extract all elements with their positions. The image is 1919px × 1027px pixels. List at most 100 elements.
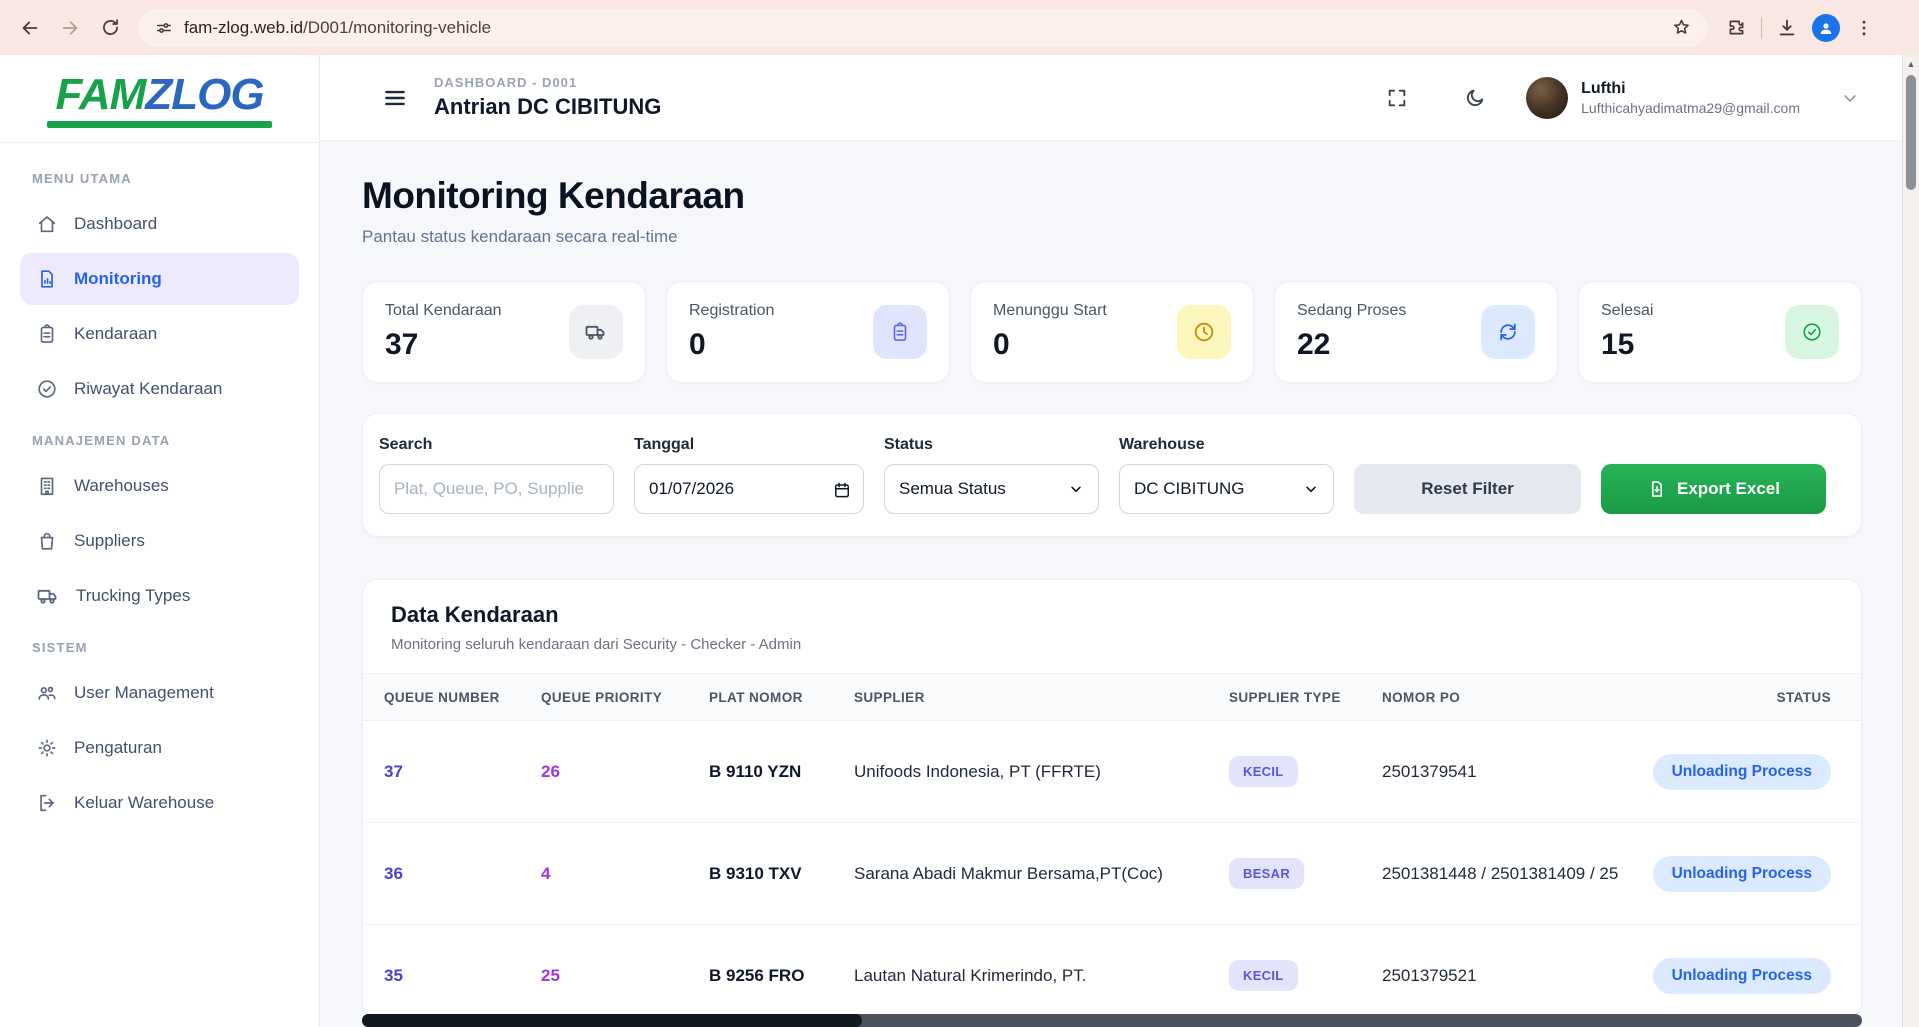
date-input[interactable] [634,464,864,514]
user-avatar[interactable] [1526,77,1568,119]
fullscreen-icon[interactable] [1386,87,1408,109]
stat-card-registration: Registration0 [666,281,950,383]
browser-reload-icon[interactable] [92,10,128,46]
app-logo[interactable]: FAMZLOG [0,55,319,143]
vertical-scrollbar-thumb[interactable] [1906,75,1916,190]
queue-number-cell: 35 [384,966,541,986]
search-input[interactable] [379,464,614,514]
table-title: Data Kendaraan [391,602,1833,628]
stat-value: 0 [689,328,774,362]
site-settings-icon[interactable] [154,18,174,38]
supplier-cell: Unifoods Indonesia, PT (FFRTE) [854,762,1229,782]
queue-priority-cell: 4 [541,864,709,884]
reset-filter-button[interactable]: Reset Filter [1354,464,1581,514]
users-icon [36,682,58,704]
browser-forward-icon[interactable] [52,10,88,46]
plat-nomor-cell: B 9310 TXV [709,864,854,884]
home-icon [36,213,58,235]
plat-nomor-cell: B 9256 FRO [709,966,854,986]
sidebar-item-label: Monitoring [74,269,162,289]
refresh-icon [1481,305,1535,359]
horizontal-scrollbar[interactable] [362,1014,1862,1027]
sidebar-item-riwayat-kendaraan[interactable]: Riwayat Kendaraan [20,363,299,415]
user-menu-chevron-icon[interactable] [1840,88,1860,108]
nomor-po-cell: 2501379521 [1382,966,1644,986]
sidebar-item-label: Keluar Warehouse [74,793,214,813]
sidebar-item-monitoring[interactable]: Monitoring [20,253,299,305]
export-excel-button[interactable]: Export Excel [1601,464,1826,514]
status-select[interactable]: Semua Status [884,464,1099,514]
column-header-plat-nomor: PLAT NOMOR [709,690,854,705]
queue-priority-cell: 25 [541,966,709,986]
url-text: fam-zlog.web.id/D001/monitoring-vehicle [184,18,491,38]
stat-card-sedang-proses: Sedang Proses 22 [1274,281,1558,383]
sidebar-item-label: Kendaraan [74,324,157,344]
scrollbar-up-arrow-icon[interactable]: ▲ [1903,55,1919,72]
sidebar-item-kendaraan[interactable]: Kendaraan [20,308,299,360]
sidebar-item-warehouses[interactable]: Warehouses [20,460,299,512]
vertical-scrollbar[interactable]: ▲ [1902,55,1919,1027]
export-excel-label: Export Excel [1677,479,1780,499]
sidebar-item-pengaturan[interactable]: Pengaturan [20,722,299,774]
sidebar: FAMZLOG MENU UTAMADashboardMonitoringKen… [0,55,320,1027]
clock-icon [1177,305,1231,359]
supplier-type-cell: BESAR [1229,858,1382,889]
reset-filter-label: Reset Filter [1421,479,1514,499]
sidebar-item-user-management[interactable]: User Management [20,667,299,719]
status-label: Status [884,436,1099,454]
stat-value: 0 [993,328,1107,362]
sidebar-nav: MENU UTAMADashboardMonitoringKendaraanRi… [0,143,319,842]
browser-back-icon[interactable] [12,10,48,46]
date-label: Tanggal [634,436,864,454]
horizontal-scrollbar-thumb[interactable] [362,1014,862,1027]
sidebar-item-keluar-warehouse[interactable]: Keluar Warehouse [20,777,299,829]
dark-mode-icon[interactable] [1464,87,1486,109]
column-header-nomor-po: NOMOR PO [1382,690,1644,705]
address-bar[interactable]: fam-zlog.web.id/D001/monitoring-vehicle [138,9,1708,47]
supplier-cell: Sarana Abadi Makmur Bersama,PT(Coc) [854,864,1229,884]
extensions-icon[interactable] [1726,17,1747,38]
table-subtitle: Monitoring seluruh kendaraan dari Securi… [391,636,1833,653]
queue-number-cell: 37 [384,762,541,782]
stat-label: Total Kendaraan [385,302,502,320]
sidebar-item-label: Dashboard [74,214,157,234]
stat-label: Selesai [1601,302,1653,320]
check-circle-icon [36,378,58,400]
sidebar-item-dashboard[interactable]: Dashboard [20,198,299,250]
status-cell: Unloading Process [1644,856,1861,892]
sidebar-item-label: Warehouses [74,476,169,496]
table-row[interactable]: 3726B 9110 YZNUnifoods Indonesia, PT (FF… [363,721,1861,823]
sidebar-toggle-icon[interactable] [382,85,408,111]
column-header-queue-number: QUEUE NUMBER [384,690,541,705]
stat-card-total-kendaraan: Total Kendaraan37 [362,281,646,383]
browser-toolbar: fam-zlog.web.id/D001/monitoring-vehicle [0,0,1919,55]
stat-text: Selesai15 [1601,302,1653,362]
status-select-value: Semua Status [899,479,1006,499]
table-row[interactable]: 3525B 9256 FROLautan Natural Krimerindo,… [363,925,1861,1019]
status-badge: Unloading Process [1653,958,1831,994]
clipboard-icon [36,323,58,345]
nav-section-label-manajemen-data: MANAJEMEN DATA [32,433,287,448]
downloads-icon[interactable] [1776,17,1798,39]
bookmark-star-icon[interactable] [1671,17,1692,38]
sidebar-item-trucking-types[interactable]: Trucking Types [20,570,299,622]
stat-label: Sedang Proses [1297,302,1406,320]
sidebar-item-label: Pengaturan [74,738,162,758]
page-header-title: Antrian DC CIBITUNG [434,94,661,120]
status-badge: Unloading Process [1653,754,1831,790]
warehouse-select-value: DC CIBITUNG [1134,479,1245,499]
user-meta[interactable]: Lufthi Lufthicahyadimatma29@gmail.com [1581,80,1800,116]
stat-value: 22 [1297,328,1406,362]
table-row[interactable]: 364B 9310 TXVSarana Abadi Makmur Bersama… [363,823,1861,925]
browser-menu-icon[interactable] [1854,18,1874,38]
user-email: Lufthicahyadimatma29@gmail.com [1581,100,1800,116]
sidebar-item-suppliers[interactable]: Suppliers [20,515,299,567]
browser-profile-avatar[interactable] [1812,14,1840,42]
warehouse-select[interactable]: DC CIBITUNG [1119,464,1334,514]
stat-card-menunggu-start: Menunggu Start0 [970,281,1254,383]
gear-icon [36,737,58,759]
truck-icon [569,305,623,359]
logo-zlog: ZLOG [145,70,263,119]
table-body: 3726B 9110 YZNUnifoods Indonesia, PT (FF… [363,721,1861,1019]
logout-icon [36,792,58,814]
